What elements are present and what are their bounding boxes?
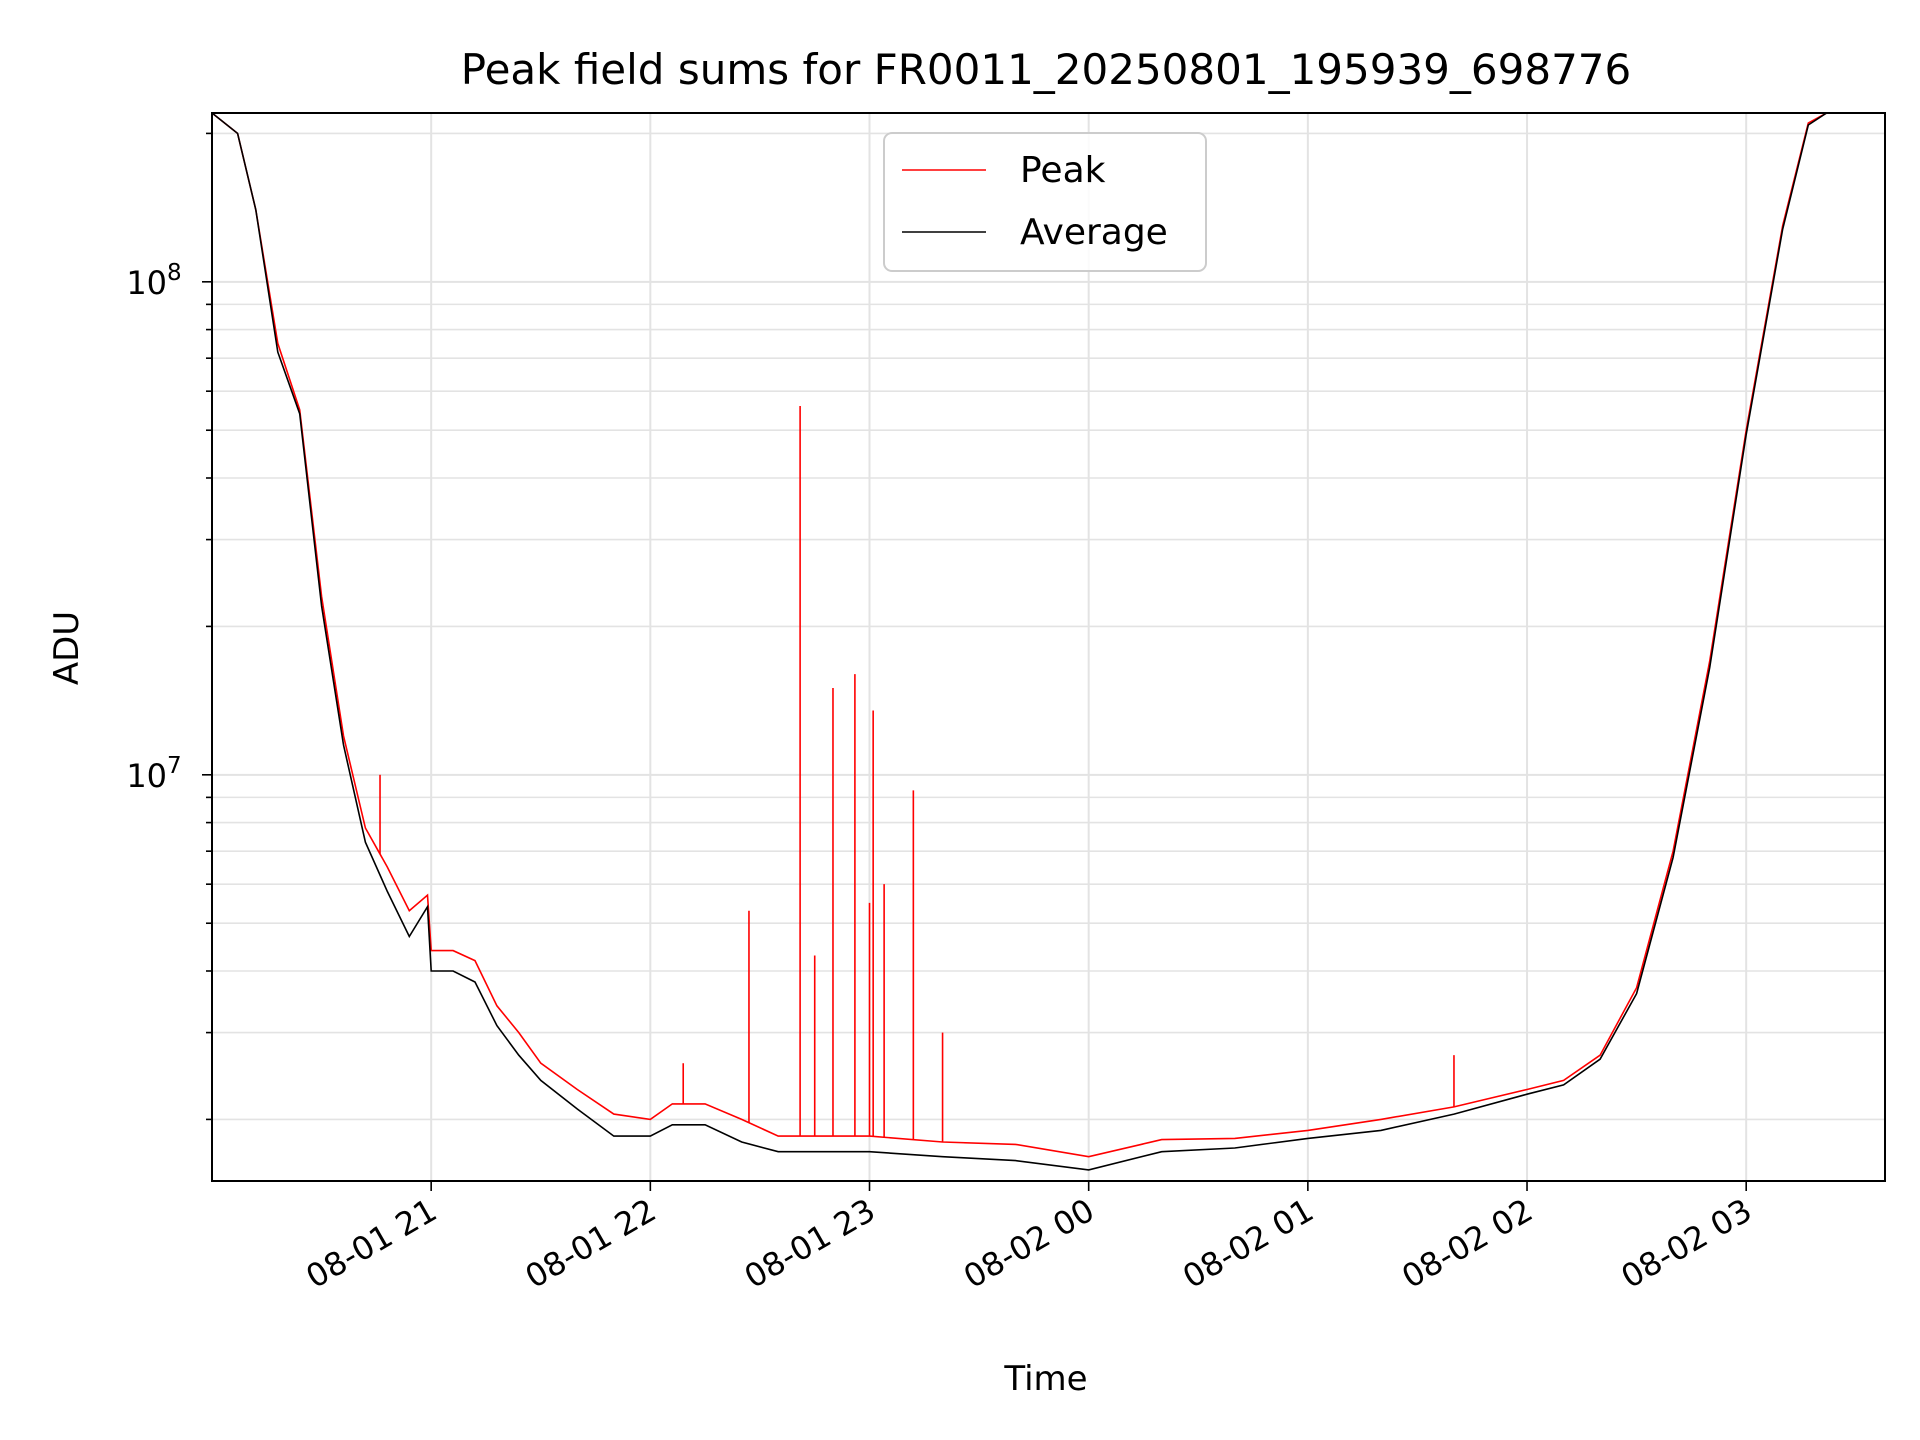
y-tick-label: 108 (126, 260, 181, 302)
legend-average-label: Average (1020, 212, 1168, 253)
chart-title: Peak field sums for FR0011_20250801_1959… (461, 45, 1631, 94)
legend-peak-label: Peak (1020, 150, 1106, 191)
legend-box (883, 132, 1207, 272)
y-tick-exponent: 8 (167, 260, 182, 286)
y-axis-label: ADU (47, 611, 87, 685)
legend: Peak Average (883, 132, 1207, 272)
axes-frame (211, 112, 1886, 1182)
grid (212, 113, 1885, 1181)
y-tick-exponent: 7 (167, 753, 182, 779)
series-line-average (212, 113, 1828, 1171)
x-axis-label: Time (1003, 1359, 1087, 1399)
series-line-peak (212, 113, 1827, 1158)
plot-area (212, 113, 1828, 1171)
